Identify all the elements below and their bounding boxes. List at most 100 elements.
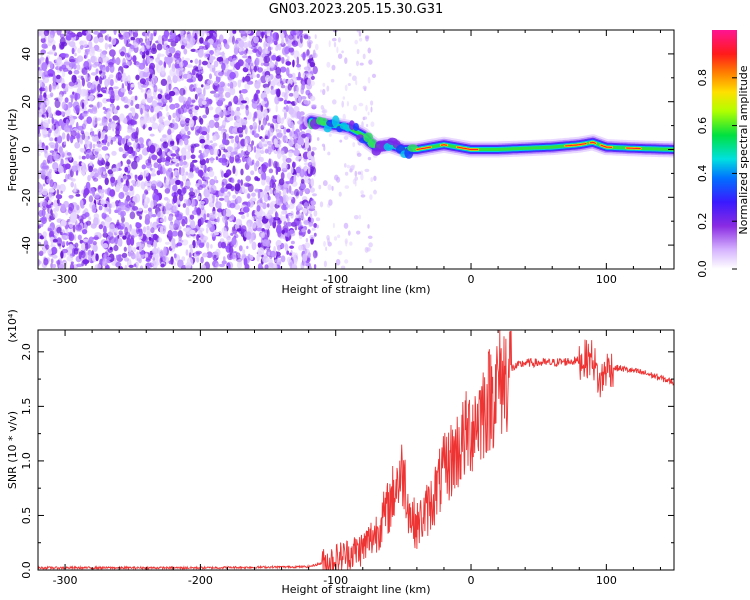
noise-speckle xyxy=(168,178,175,185)
noise-speckle xyxy=(295,166,302,174)
noise-speckle xyxy=(167,38,174,43)
noise-speckle xyxy=(264,148,269,154)
noise-speckle xyxy=(76,31,83,38)
noise-speckle xyxy=(176,138,180,146)
noise-speckle xyxy=(300,183,307,190)
noise-speckle xyxy=(333,236,338,241)
noise-speckle xyxy=(108,207,112,215)
noise-speckle xyxy=(286,128,291,133)
noise-speckle xyxy=(247,222,251,229)
noise-speckle xyxy=(145,183,152,187)
noise-speckle xyxy=(90,83,95,90)
noise-speckle xyxy=(141,184,145,191)
noise-speckle xyxy=(47,248,53,255)
noise-speckle xyxy=(243,257,248,267)
noise-speckle xyxy=(166,46,169,54)
noise-speckle xyxy=(273,138,278,146)
noise-speckle xyxy=(279,77,283,84)
noise-speckle xyxy=(42,76,50,84)
noise-speckle xyxy=(38,152,41,157)
noise-speckle xyxy=(186,257,194,266)
noise-speckle xyxy=(344,259,349,264)
noise-speckle xyxy=(140,243,145,248)
noise-speckle xyxy=(164,161,170,167)
noise-speckle xyxy=(167,230,173,238)
noise-speckle xyxy=(112,59,117,64)
noise-speckle xyxy=(337,37,341,43)
noise-speckle xyxy=(169,150,173,155)
noise-speckle xyxy=(259,38,263,43)
noise-speckle xyxy=(103,253,107,260)
noise-speckle xyxy=(312,49,316,58)
noise-speckle xyxy=(283,183,288,188)
noise-speckle xyxy=(257,169,262,174)
snr-series-line xyxy=(38,330,674,570)
noise-speckle xyxy=(232,57,237,65)
noise-speckle xyxy=(291,40,298,47)
noise-speckle xyxy=(190,59,193,63)
noise-speckle xyxy=(109,236,116,244)
noise-speckle xyxy=(81,242,86,251)
noise-speckle xyxy=(282,194,287,204)
noise-speckle xyxy=(356,230,361,235)
snr-content xyxy=(38,330,674,570)
x-tick-label: 0 xyxy=(468,574,475,587)
noise-speckle xyxy=(364,168,370,173)
noise-speckle xyxy=(288,47,295,53)
noise-speckle xyxy=(60,203,66,212)
noise-speckle xyxy=(67,231,73,235)
noise-speckle xyxy=(305,89,311,96)
noise-speckle xyxy=(307,134,312,139)
noise-speckle xyxy=(224,195,230,203)
noise-speckle xyxy=(199,66,204,70)
noise-speckle xyxy=(301,261,307,267)
noise-speckle xyxy=(280,118,284,125)
noise-speckle xyxy=(168,215,173,222)
noise-speckle xyxy=(187,172,195,179)
noise-speckle xyxy=(115,254,119,259)
noise-speckle xyxy=(158,118,164,124)
noise-speckle xyxy=(144,253,149,258)
noise-speckle xyxy=(274,95,280,105)
noise-speckle xyxy=(299,124,303,131)
noise-speckle xyxy=(249,124,254,130)
noise-speckle xyxy=(56,237,62,246)
noise-speckle xyxy=(139,117,145,127)
noise-speckle xyxy=(332,99,337,105)
noise-speckle xyxy=(241,89,248,94)
noise-speckle xyxy=(169,103,176,110)
noise-speckle xyxy=(281,162,288,171)
noise-speckle xyxy=(213,254,217,259)
noise-speckle xyxy=(275,104,278,113)
noise-speckle xyxy=(87,249,92,256)
x-tick-label: -200 xyxy=(188,574,213,587)
noise-speckle xyxy=(88,40,93,50)
noise-speckle xyxy=(49,137,54,142)
noise-speckle xyxy=(210,64,215,69)
noise-speckle xyxy=(345,239,348,247)
noise-speckle xyxy=(108,118,112,123)
noise-speckle xyxy=(181,147,187,156)
noise-speckle xyxy=(258,141,262,148)
noise-speckle xyxy=(333,41,337,48)
noise-speckle xyxy=(102,89,107,94)
noise-speckle xyxy=(107,126,112,131)
noise-speckle xyxy=(173,36,180,43)
noise-speckle xyxy=(64,150,69,159)
noise-speckle xyxy=(246,231,252,240)
noise-speckle xyxy=(261,232,265,238)
noise-speckle xyxy=(367,47,372,54)
noise-speckle xyxy=(135,61,140,68)
noise-speckle xyxy=(284,46,290,55)
noise-speckle xyxy=(362,116,368,120)
noise-speckle xyxy=(88,216,91,221)
noise-speckle xyxy=(52,254,58,259)
noise-speckle xyxy=(123,117,128,124)
noise-speckle xyxy=(238,245,243,252)
noise-speckle xyxy=(358,102,364,107)
noise-speckle xyxy=(61,101,67,110)
noise-speckle xyxy=(322,180,328,187)
noise-speckle xyxy=(102,171,106,175)
noise-speckle xyxy=(296,111,302,119)
noise-speckle xyxy=(191,99,196,104)
